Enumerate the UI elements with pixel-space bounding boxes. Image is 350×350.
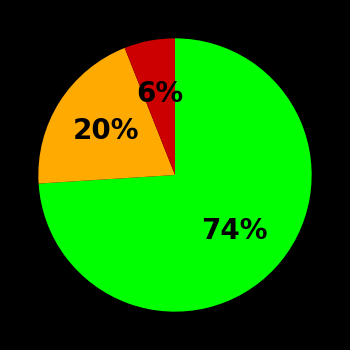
Wedge shape <box>38 48 175 184</box>
Wedge shape <box>125 38 175 175</box>
Text: 74%: 74% <box>202 217 268 245</box>
Text: 6%: 6% <box>136 80 183 108</box>
Wedge shape <box>38 38 312 312</box>
Text: 20%: 20% <box>72 117 139 145</box>
